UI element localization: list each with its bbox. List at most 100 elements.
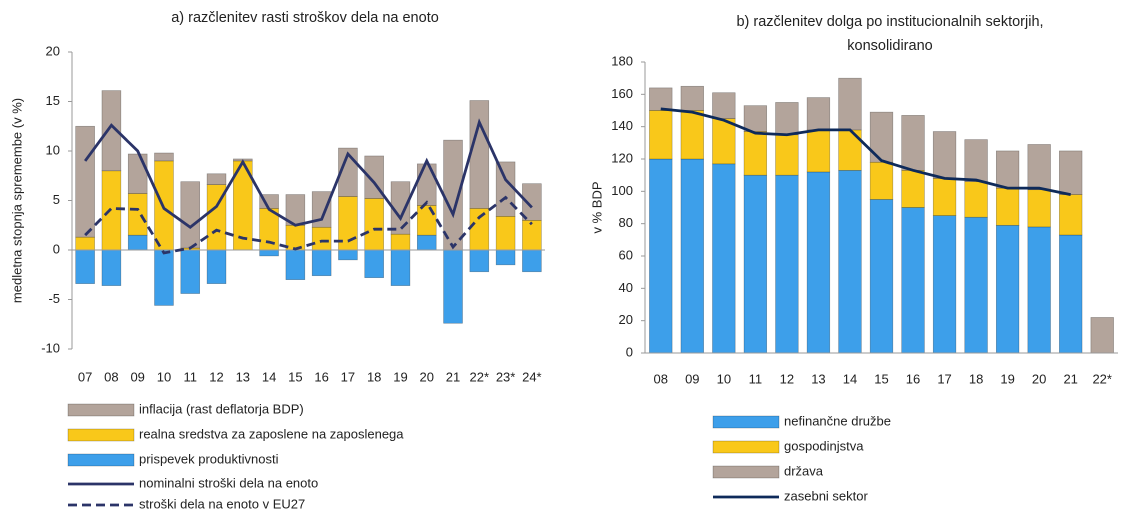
x-tick-label: 11 xyxy=(184,369,198,384)
x-tick-label: 07 xyxy=(78,369,92,384)
legend-label: nefinančne družbe xyxy=(784,413,891,428)
x-tick-label: 14 xyxy=(843,371,857,386)
x-tick-label: 13 xyxy=(811,371,825,386)
bar xyxy=(259,249,279,257)
bar xyxy=(206,249,227,284)
bar xyxy=(364,249,384,279)
bar xyxy=(932,215,957,354)
bar xyxy=(127,153,148,194)
y-tick-label: 5 xyxy=(53,192,60,207)
x-tick-label: 12 xyxy=(780,371,794,386)
bar xyxy=(101,249,122,286)
x-tick-label: 12 xyxy=(209,369,223,384)
x-tick-label: 20 xyxy=(1032,371,1046,386)
x-tick-label: 11 xyxy=(749,371,763,386)
bar xyxy=(75,249,95,284)
bar xyxy=(75,125,95,238)
x-tick-label: 13 xyxy=(236,369,250,384)
chart-title: a) razčlenitev rasti stroškov dela na en… xyxy=(171,10,439,26)
bar xyxy=(1027,144,1051,191)
bar xyxy=(206,173,227,185)
bar xyxy=(838,170,862,354)
bar xyxy=(469,249,490,273)
x-tick-label: 17 xyxy=(937,371,951,386)
y-tick-label: 60 xyxy=(619,247,633,262)
bar xyxy=(901,207,925,354)
legend-label: gospodinjstva xyxy=(784,438,864,453)
legend-swatch xyxy=(712,415,780,429)
bar xyxy=(390,233,411,251)
bar xyxy=(364,198,384,251)
bar xyxy=(311,249,332,277)
x-tick-label: 20 xyxy=(420,369,434,384)
bar xyxy=(964,181,988,218)
bar xyxy=(75,236,95,251)
y-tick-label: 80 xyxy=(619,215,633,230)
y-tick-label: 120 xyxy=(611,150,633,165)
line xyxy=(84,118,533,229)
y-axis-label: medletna stopnja spremembe (v %) xyxy=(9,98,24,303)
x-tick-label: 17 xyxy=(341,369,355,384)
x-tick-label: 15 xyxy=(288,369,302,384)
bar xyxy=(522,183,542,221)
bar xyxy=(390,181,411,235)
line xyxy=(84,195,533,255)
x-tick-label: 16 xyxy=(314,369,328,384)
x-tick-label: 10 xyxy=(717,371,731,386)
x-tick-label: 08 xyxy=(654,371,668,386)
bar xyxy=(180,249,201,294)
bar xyxy=(649,87,673,111)
x-tick-label: 15 xyxy=(874,371,888,386)
bar xyxy=(995,150,1020,189)
y-tick-label: 0 xyxy=(626,344,633,359)
chart-title: konsolidirano xyxy=(847,38,932,54)
x-tick-label: 14 xyxy=(262,369,276,384)
legend-label: zasebni sektor xyxy=(784,488,868,503)
bar xyxy=(995,224,1020,354)
bar xyxy=(495,216,516,251)
legend-swatch xyxy=(67,403,135,417)
bar xyxy=(443,249,463,324)
y-tick-label: -10 xyxy=(41,340,60,355)
bar xyxy=(806,171,831,354)
bar xyxy=(901,170,925,208)
y-axis-label: v % BDP xyxy=(589,181,604,233)
bar xyxy=(154,249,174,306)
bar xyxy=(180,181,201,249)
y-tick-label: 180 xyxy=(611,53,633,68)
bar xyxy=(101,90,122,172)
x-tick-label: 22* xyxy=(470,369,490,384)
x-tick-label: 22* xyxy=(1092,371,1112,386)
y-tick-label: 40 xyxy=(619,280,633,295)
bar xyxy=(1090,317,1114,354)
x-tick-label: 08 xyxy=(104,369,118,384)
x-tick-label: 16 xyxy=(906,371,920,386)
x-tick-label: 19 xyxy=(1000,371,1014,386)
bar xyxy=(869,161,894,200)
x-tick-label: 23* xyxy=(496,369,516,384)
bar xyxy=(522,249,542,273)
bar xyxy=(469,208,490,251)
bar xyxy=(995,187,1020,226)
x-tick-label: 24* xyxy=(522,369,542,384)
bar xyxy=(869,199,894,354)
bar xyxy=(285,224,306,251)
bar xyxy=(416,163,437,206)
legend-swatch xyxy=(67,453,135,467)
y-tick-label: 15 xyxy=(46,93,60,108)
bar xyxy=(127,193,148,236)
y-tick-label: -5 xyxy=(48,291,60,306)
bar xyxy=(806,97,831,131)
y-tick-label: 140 xyxy=(611,118,633,133)
bar xyxy=(495,249,516,266)
legend-swatch xyxy=(712,465,780,479)
bar xyxy=(680,158,704,354)
bar xyxy=(901,115,925,171)
bar xyxy=(838,77,862,131)
bar xyxy=(775,174,799,354)
x-tick-label: 09 xyxy=(130,369,144,384)
bar xyxy=(712,118,736,165)
y-tick-label: 160 xyxy=(611,86,633,101)
legend-swatch xyxy=(67,428,135,442)
bar xyxy=(649,110,673,160)
